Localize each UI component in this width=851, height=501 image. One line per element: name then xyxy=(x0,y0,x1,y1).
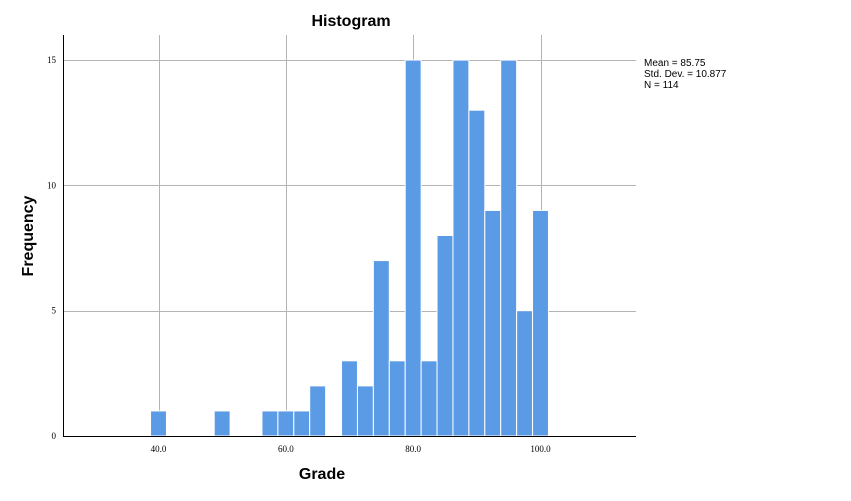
y-tick-label: 15 xyxy=(47,55,57,65)
histogram-bar xyxy=(356,385,374,437)
chart-title: Histogram xyxy=(311,13,390,30)
x-tick-label: 100.0 xyxy=(530,444,551,454)
histogram-bar xyxy=(213,410,231,437)
statistics-legend: Mean = 85.75 Std. Dev. = 10.877 N = 114 xyxy=(644,58,727,91)
stat-std-dev: Std. Dev. = 10.877 xyxy=(644,69,727,80)
x-tick-label: 40.0 xyxy=(151,444,167,454)
histogram-bar xyxy=(436,235,454,437)
histogram-bar xyxy=(468,109,486,437)
histogram-bar xyxy=(452,59,470,437)
histogram-bar xyxy=(500,59,518,437)
histogram-bar xyxy=(372,260,390,437)
stat-n: N = 114 xyxy=(644,80,679,91)
histogram-bars xyxy=(150,59,549,437)
histogram-bar xyxy=(293,410,311,437)
histogram-bar xyxy=(516,310,534,437)
histogram-bar xyxy=(150,410,167,437)
histogram-bar xyxy=(484,209,502,437)
histogram-bar xyxy=(309,385,327,437)
histogram-bar xyxy=(261,410,279,437)
x-tick-label: 60.0 xyxy=(278,444,294,454)
y-tick-label: 0 xyxy=(52,431,57,441)
x-axis-title: Grade xyxy=(299,466,345,483)
histogram-bar xyxy=(404,59,422,437)
histogram-bar xyxy=(277,410,295,437)
histogram-bar xyxy=(341,360,358,437)
y-axis-title: Frequency xyxy=(20,195,37,276)
histogram-bar xyxy=(420,360,438,437)
histogram-bar xyxy=(388,360,406,437)
y-tick-label: 10 xyxy=(47,180,57,190)
x-tick-label: 80.0 xyxy=(405,444,421,454)
y-tick-label: 5 xyxy=(52,306,57,316)
tick-labels: 40.0 60.0 80.0 100.0 0 5 10 15 xyxy=(47,55,551,454)
histogram-bar xyxy=(532,209,549,437)
stat-mean: Mean = 85.75 xyxy=(644,58,706,69)
axes xyxy=(63,35,636,437)
